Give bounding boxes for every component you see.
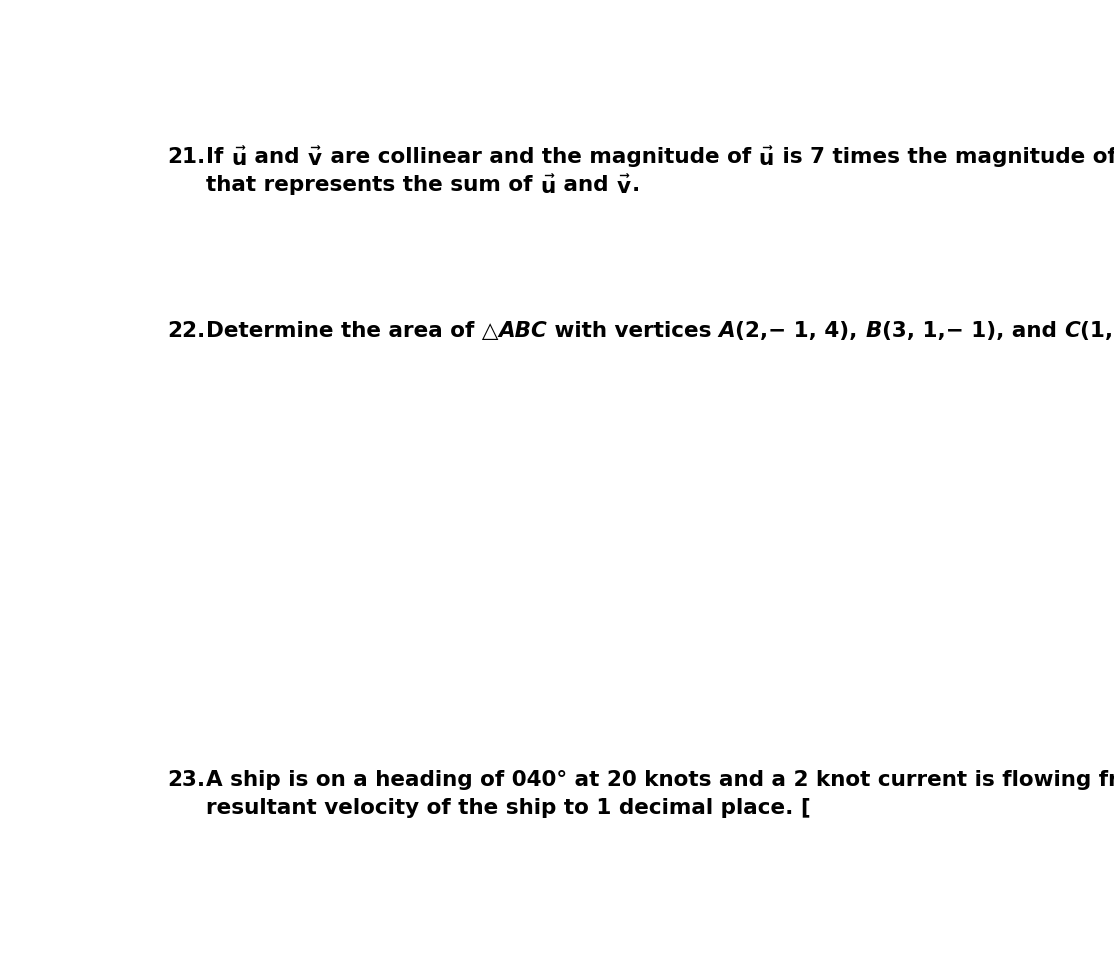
Text: are collinear and the magnitude of: are collinear and the magnitude of	[323, 147, 759, 167]
Text: .: .	[632, 175, 641, 195]
Text: 21.: 21.	[168, 147, 206, 167]
Text: C: C	[1064, 322, 1079, 341]
Text: and: and	[247, 147, 307, 167]
Text: resultant velocity of the ship to 1 decimal place. [: resultant velocity of the ship to 1 deci…	[206, 798, 811, 818]
Text: is 7 times the magnitude of: is 7 times the magnitude of	[775, 147, 1114, 167]
Text: A: A	[719, 322, 735, 341]
Text: $\mathbf{\vec{v}}$: $\mathbf{\vec{v}}$	[616, 175, 632, 198]
Text: $\mathbf{\vec{u}}$: $\mathbf{\vec{u}}$	[539, 175, 556, 198]
Text: $\mathbf{\vec{v}}$: $\mathbf{\vec{v}}$	[307, 147, 323, 170]
Text: Determine the area of △: Determine the area of △	[206, 322, 498, 341]
Text: ABC: ABC	[498, 322, 547, 341]
Text: 22.: 22.	[168, 322, 206, 341]
Text: If: If	[206, 147, 231, 167]
Text: with vertices: with vertices	[547, 322, 719, 341]
Text: (2,− 1, 4),: (2,− 1, 4),	[735, 322, 866, 341]
Text: $\mathbf{\vec{u}}$: $\mathbf{\vec{u}}$	[759, 147, 775, 170]
Text: 23.: 23.	[168, 771, 206, 790]
Text: B: B	[866, 322, 881, 341]
Text: $\mathbf{\vec{u}}$: $\mathbf{\vec{u}}$	[231, 147, 247, 170]
Text: A ship is on a heading of 040° at 20 knots and a 2 knot current is flowing from : A ship is on a heading of 040° at 20 kno…	[206, 771, 1114, 790]
Text: (1, 0, 2).: (1, 0, 2).	[1079, 322, 1114, 341]
Text: that represents the sum of: that represents the sum of	[206, 175, 539, 195]
Text: and: and	[556, 175, 616, 195]
Text: (3, 1,− 1), and: (3, 1,− 1), and	[881, 322, 1064, 341]
